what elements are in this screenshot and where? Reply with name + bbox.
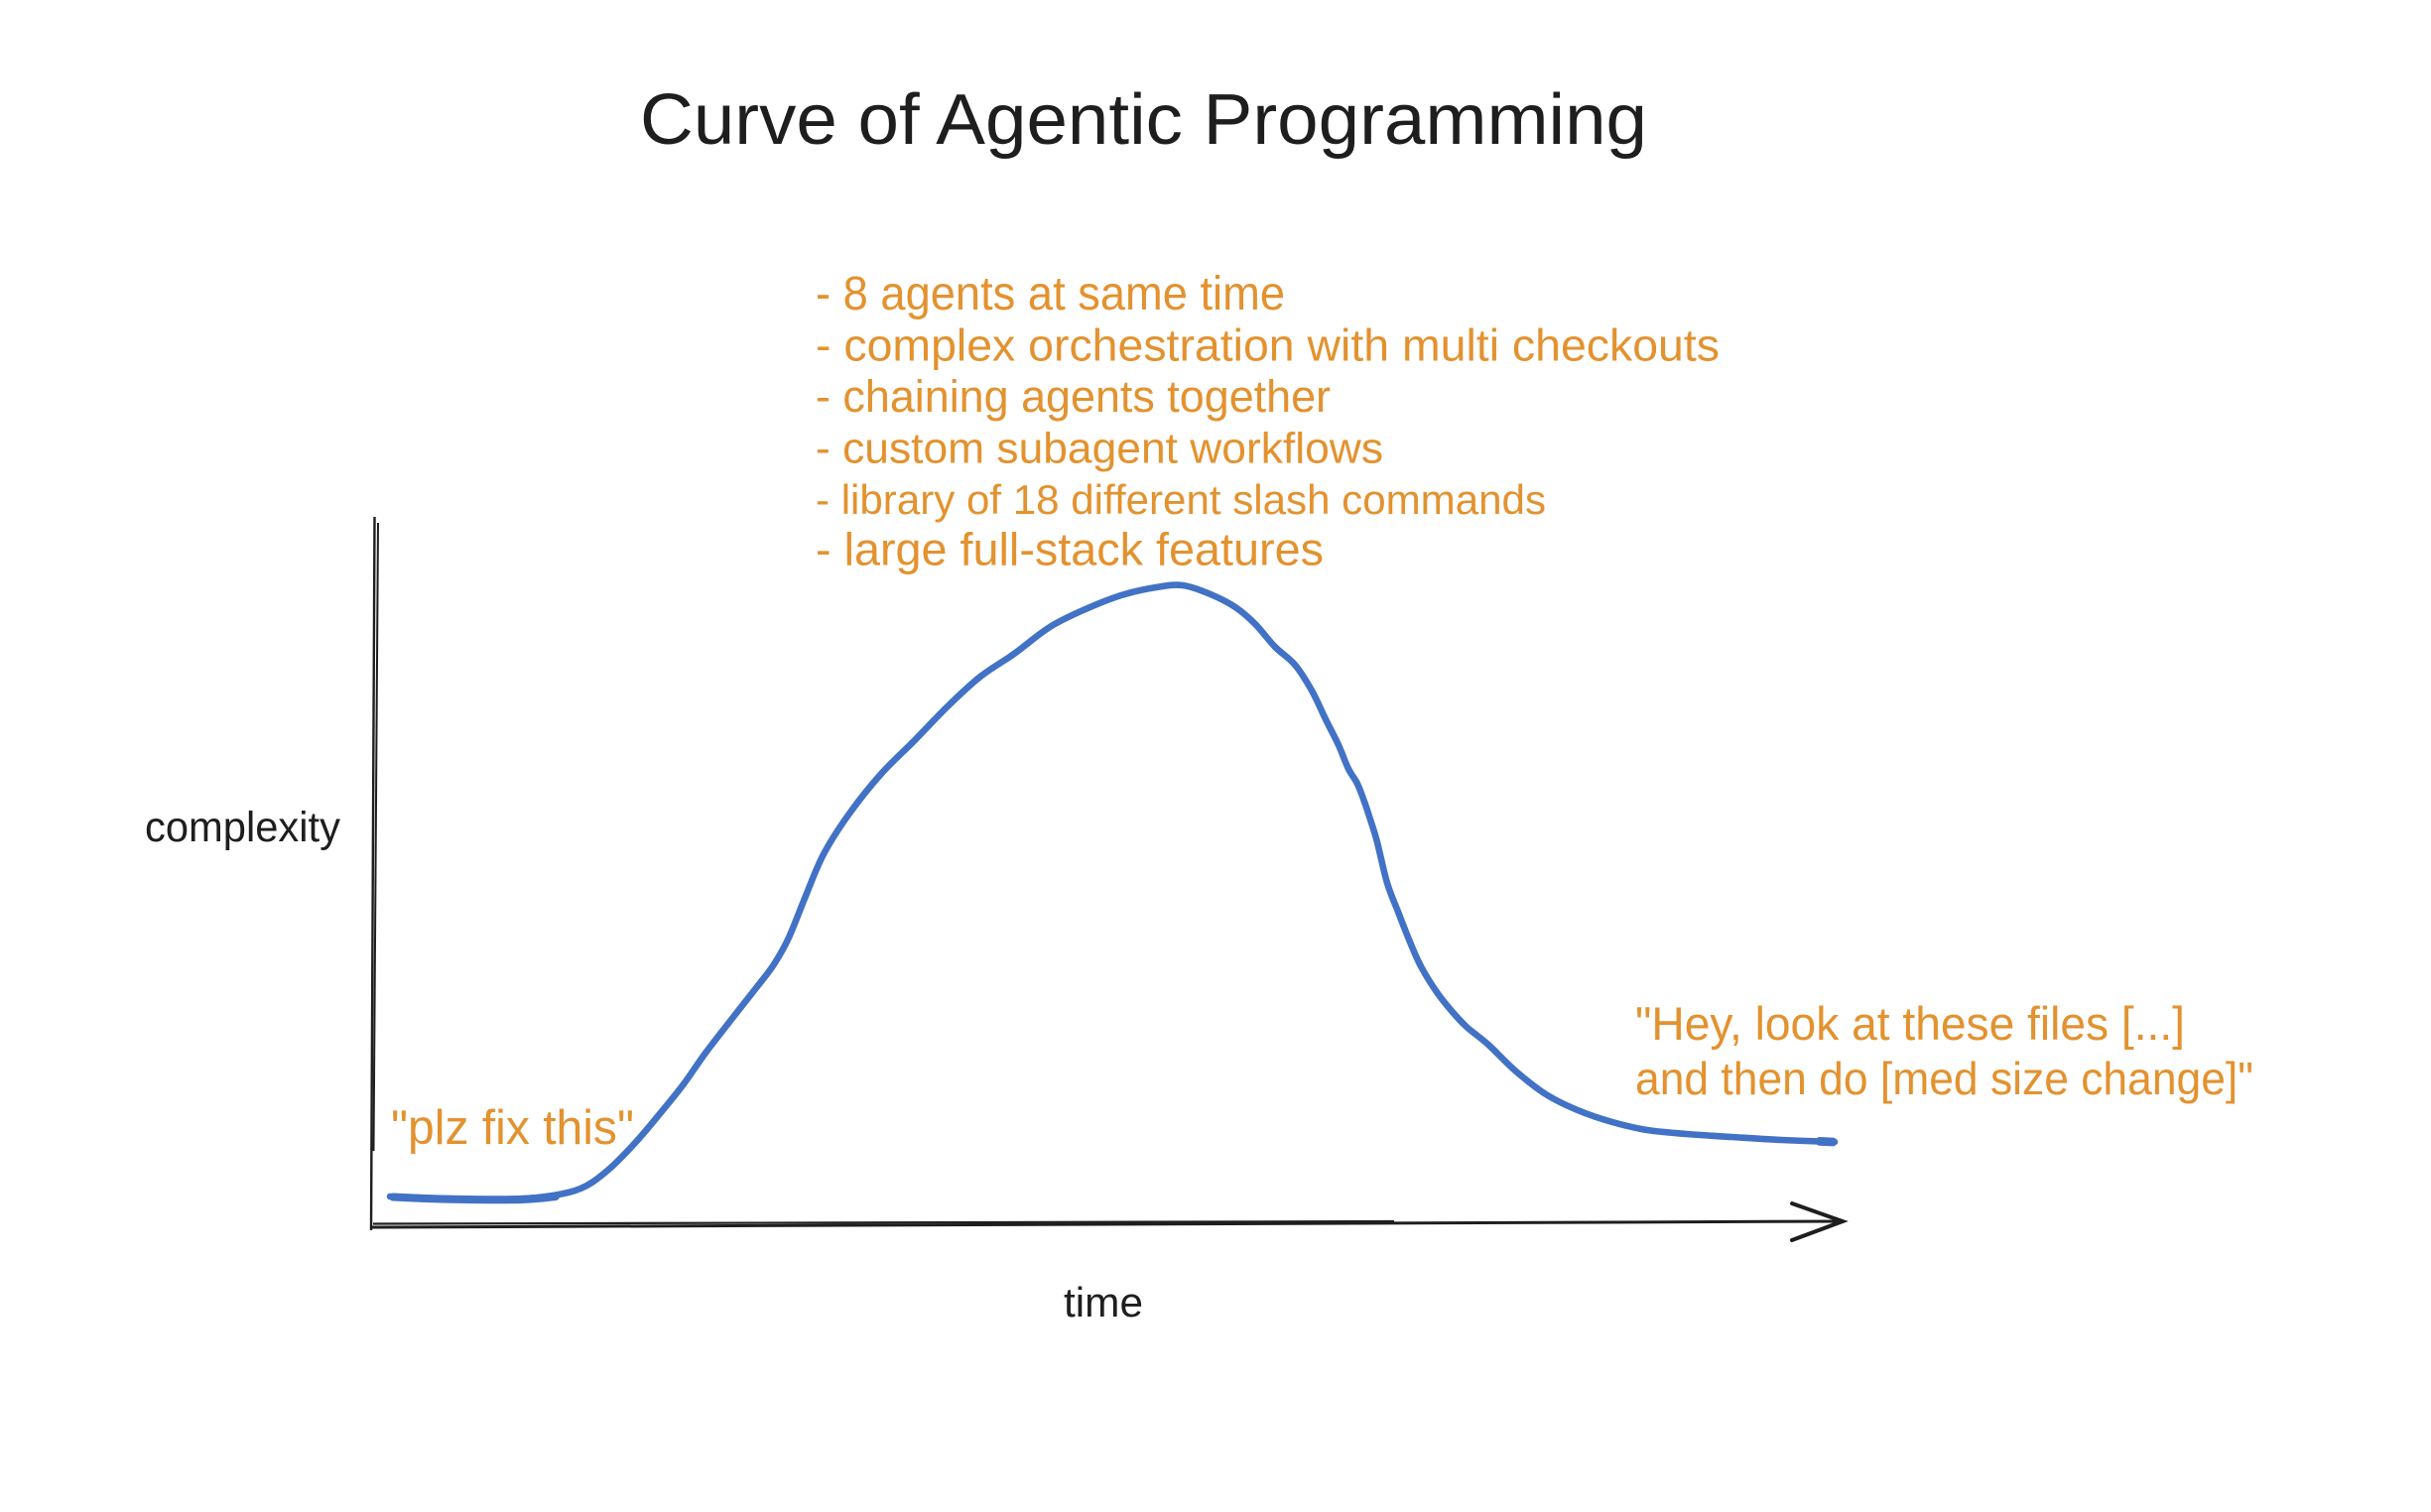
- svg-text:- custom subagent workflows: - custom subagent workflows: [816, 425, 1383, 473]
- svg-text:- library of 18 different slas: - library of 18 different slash commands: [816, 476, 1546, 523]
- svg-text:- complex orchestration with m: - complex orchestration with multi check…: [816, 320, 1720, 371]
- svg-text:- large full-stack features: - large full-stack features: [816, 524, 1324, 575]
- svg-text:complexity: complexity: [145, 804, 340, 851]
- svg-text:- 8 agents at same time: - 8 agents at same time: [816, 268, 1285, 320]
- svg-text:and then do [med size change]": and then do [med size change]": [1635, 1053, 2253, 1104]
- svg-text:Curve of Agentic Programming: Curve of Agentic Programming: [640, 80, 1647, 160]
- svg-text:"Hey, look at these files [...: "Hey, look at these files [...]: [1635, 997, 2185, 1050]
- svg-text:- chaining agents together: - chaining agents together: [816, 371, 1331, 422]
- svg-text:time: time: [1064, 1279, 1143, 1325]
- svg-text:"plz fix this": "plz fix this": [391, 1101, 634, 1155]
